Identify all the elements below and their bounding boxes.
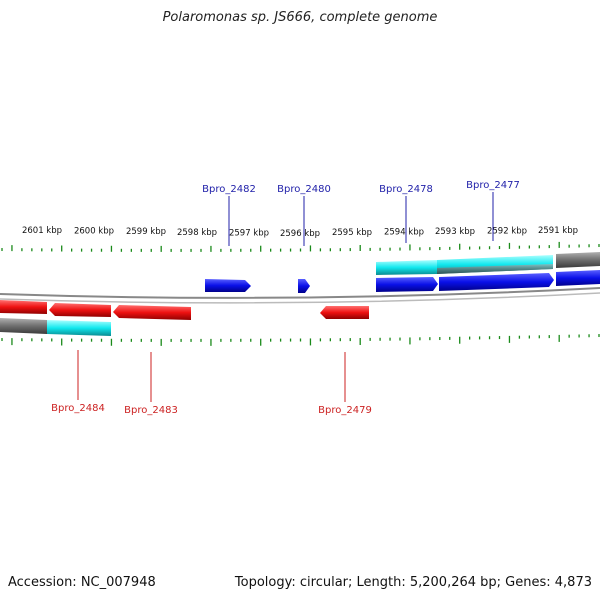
genome-backbone-outer bbox=[0, 287, 600, 299]
ruler-ticks-top bbox=[1, 241, 600, 252]
ruler-label: 2594 kbp bbox=[384, 228, 424, 238]
accession-text: Accession: NC_007948 bbox=[8, 575, 156, 590]
gene-callouts: Bpro_2482 Bpro_2480 Bpro_2478 Bpro_2477 Bpro… bbox=[51, 180, 520, 416]
feature-gray-forward-edge[interactable] bbox=[556, 252, 600, 268]
feature-cyan-forward[interactable] bbox=[376, 260, 437, 275]
gene-label-reverse[interactable]: Bpro_2484 bbox=[51, 403, 105, 414]
ruler-label: 2596 kbp bbox=[280, 229, 320, 239]
gene-arrow-forward-edge[interactable] bbox=[556, 270, 600, 286]
gene-arrow-bpro-2484-left[interactable] bbox=[0, 300, 47, 314]
feature-gray-overlay-forward[interactable] bbox=[437, 264, 553, 274]
ruler-ticks-bottom bbox=[1, 334, 600, 346]
feature-cyan-reverse[interactable] bbox=[47, 320, 111, 336]
gene-label-forward[interactable]: Bpro_2478 bbox=[379, 184, 433, 195]
gene-arrow-bpro-2478[interactable] bbox=[376, 277, 438, 292]
genome-backbone-inner bbox=[0, 292, 600, 304]
ruler-label: 2597 kbp bbox=[229, 228, 269, 238]
gene-label-forward[interactable]: Bpro_2482 bbox=[202, 184, 256, 195]
map-title: Polaromonas sp. JS666, complete genome bbox=[162, 10, 438, 25]
gene-arrow-bpro-2484[interactable] bbox=[49, 303, 111, 317]
feature-gray-reverse[interactable] bbox=[0, 318, 47, 334]
gene-arrow-bpro-2477[interactable] bbox=[439, 273, 554, 291]
ruler-label: 2598 kbp bbox=[177, 228, 217, 238]
gene-label-forward[interactable]: Bpro_2477 bbox=[466, 180, 520, 191]
gene-label-reverse[interactable]: Bpro_2479 bbox=[318, 405, 372, 416]
gene-arrow-bpro-2483[interactable] bbox=[113, 305, 191, 320]
ruler-labels: 2601 kbp 2600 kbp 2599 kbp 2598 kbp 2597 kbp… bbox=[22, 226, 578, 239]
gene-label-reverse[interactable]: Bpro_2483 bbox=[124, 405, 178, 416]
gene-arrow-bpro-2479[interactable] bbox=[320, 306, 369, 319]
ruler-label: 2601 kbp bbox=[22, 226, 62, 236]
genome-summary-text: Topology: circular; Length: 5,200,264 bp… bbox=[234, 575, 592, 590]
ruler-label: 2593 kbp bbox=[435, 227, 475, 237]
gene-arrow-bpro-2480[interactable] bbox=[298, 279, 310, 293]
ruler-label: 2592 kbp bbox=[487, 227, 527, 237]
ruler-label: 2599 kbp bbox=[126, 227, 166, 237]
ruler-label: 2591 kbp bbox=[538, 226, 578, 236]
gene-label-forward[interactable]: Bpro_2480 bbox=[277, 184, 331, 195]
ruler-label: 2600 kbp bbox=[74, 227, 114, 237]
ruler-label: 2595 kbp bbox=[332, 228, 372, 238]
gene-arrow-bpro-2482[interactable] bbox=[205, 279, 251, 292]
